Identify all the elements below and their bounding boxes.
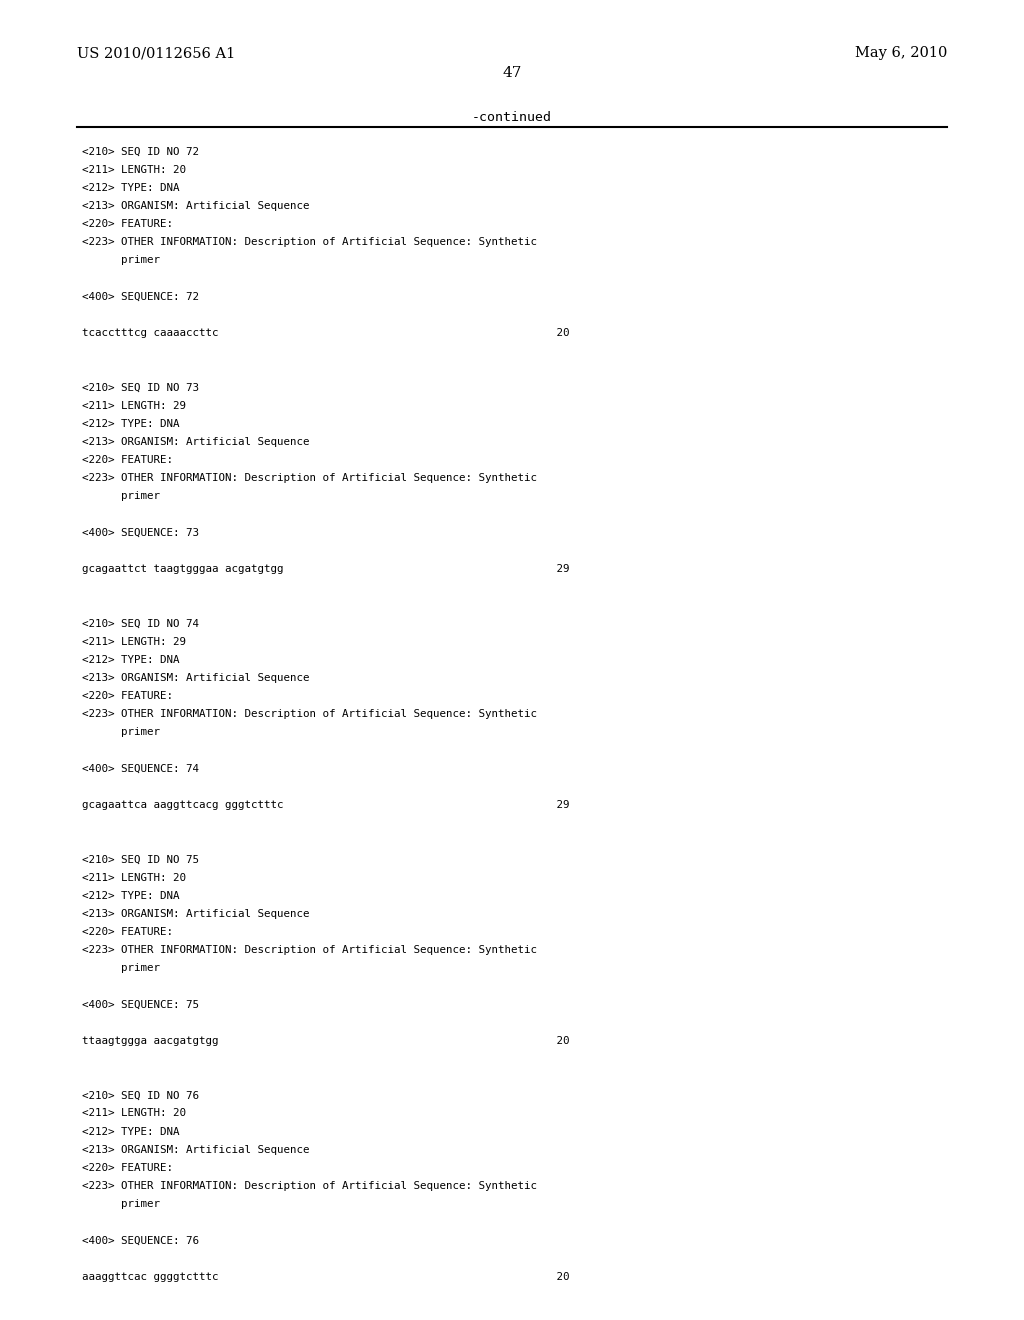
Text: <211> LENGTH: 20: <211> LENGTH: 20 [82,165,186,174]
Text: <213> ORGANISM: Artificial Sequence: <213> ORGANISM: Artificial Sequence [82,1144,309,1155]
Text: US 2010/0112656 A1: US 2010/0112656 A1 [77,46,236,61]
Text: <213> ORGANISM: Artificial Sequence: <213> ORGANISM: Artificial Sequence [82,201,309,211]
Text: primer: primer [82,256,160,265]
Text: <211> LENGTH: 29: <211> LENGTH: 29 [82,401,186,411]
Text: <211> LENGTH: 20: <211> LENGTH: 20 [82,873,186,883]
Text: <400> SEQUENCE: 76: <400> SEQUENCE: 76 [82,1236,199,1246]
Text: <400> SEQUENCE: 72: <400> SEQUENCE: 72 [82,292,199,302]
Text: <212> TYPE: DNA: <212> TYPE: DNA [82,182,179,193]
Text: <211> LENGTH: 29: <211> LENGTH: 29 [82,636,186,647]
Text: May 6, 2010: May 6, 2010 [855,46,947,61]
Text: <212> TYPE: DNA: <212> TYPE: DNA [82,655,179,665]
Text: tcacctttcg caaaaccttc                                                    20: tcacctttcg caaaaccttc 20 [82,327,569,338]
Text: <400> SEQUENCE: 74: <400> SEQUENCE: 74 [82,763,199,774]
Text: <220> FEATURE:: <220> FEATURE: [82,219,173,230]
Text: <211> LENGTH: 20: <211> LENGTH: 20 [82,1109,186,1118]
Text: <213> ORGANISM: Artificial Sequence: <213> ORGANISM: Artificial Sequence [82,437,309,447]
Text: <223> OTHER INFORMATION: Description of Artificial Sequence: Synthetic: <223> OTHER INFORMATION: Description of … [82,238,537,247]
Text: aaaggttcac ggggtctttc                                                    20: aaaggttcac ggggtctttc 20 [82,1272,569,1282]
Text: ttaagtggga aacgatgtgg                                                    20: ttaagtggga aacgatgtgg 20 [82,1036,569,1045]
Text: <212> TYPE: DNA: <212> TYPE: DNA [82,418,179,429]
Text: <400> SEQUENCE: 73: <400> SEQUENCE: 73 [82,528,199,537]
Text: 47: 47 [503,66,521,81]
Text: <220> FEATURE:: <220> FEATURE: [82,1163,173,1173]
Text: gcagaattca aaggttcacg gggtctttc                                          29: gcagaattca aaggttcacg gggtctttc 29 [82,800,569,810]
Text: <210> SEQ ID NO 74: <210> SEQ ID NO 74 [82,618,199,628]
Text: primer: primer [82,491,160,502]
Text: <223> OTHER INFORMATION: Description of Artificial Sequence: Synthetic: <223> OTHER INFORMATION: Description of … [82,945,537,956]
Text: <212> TYPE: DNA: <212> TYPE: DNA [82,1127,179,1137]
Text: <210> SEQ ID NO 76: <210> SEQ ID NO 76 [82,1090,199,1101]
Text: <210> SEQ ID NO 72: <210> SEQ ID NO 72 [82,147,199,157]
Text: -continued: -continued [472,111,552,124]
Text: <220> FEATURE:: <220> FEATURE: [82,455,173,465]
Text: <220> FEATURE:: <220> FEATURE: [82,692,173,701]
Text: <400> SEQUENCE: 75: <400> SEQUENCE: 75 [82,999,199,1010]
Text: primer: primer [82,1199,160,1209]
Text: <210> SEQ ID NO 73: <210> SEQ ID NO 73 [82,383,199,392]
Text: <223> OTHER INFORMATION: Description of Artificial Sequence: Synthetic: <223> OTHER INFORMATION: Description of … [82,709,537,719]
Text: primer: primer [82,964,160,973]
Text: <220> FEATURE:: <220> FEATURE: [82,927,173,937]
Text: <212> TYPE: DNA: <212> TYPE: DNA [82,891,179,900]
Text: gcagaattct taagtgggaa acgatgtgg                                          29: gcagaattct taagtgggaa acgatgtgg 29 [82,564,569,574]
Text: <223> OTHER INFORMATION: Description of Artificial Sequence: Synthetic: <223> OTHER INFORMATION: Description of … [82,1181,537,1191]
Text: <223> OTHER INFORMATION: Description of Artificial Sequence: Synthetic: <223> OTHER INFORMATION: Description of … [82,474,537,483]
Text: <213> ORGANISM: Artificial Sequence: <213> ORGANISM: Artificial Sequence [82,908,309,919]
Text: <210> SEQ ID NO 75: <210> SEQ ID NO 75 [82,854,199,865]
Text: <213> ORGANISM: Artificial Sequence: <213> ORGANISM: Artificial Sequence [82,673,309,682]
Text: primer: primer [82,727,160,738]
